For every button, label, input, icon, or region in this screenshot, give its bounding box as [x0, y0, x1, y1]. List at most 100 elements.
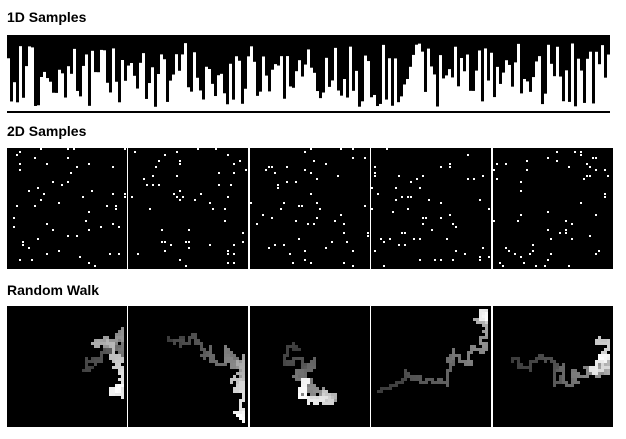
random-walk-canvas [7, 306, 127, 427]
bar-gap [268, 91, 271, 111]
bar-gap [196, 77, 199, 111]
bar-gap [430, 66, 433, 111]
bar-gap [382, 44, 385, 112]
bar-gap [79, 96, 82, 111]
bar-gap [13, 82, 16, 111]
bar-gap [280, 56, 283, 111]
bar-gap [505, 60, 508, 111]
bar-gap [595, 51, 598, 111]
bar-gap [436, 106, 439, 111]
bar-gap [460, 58, 463, 111]
random-walk-panel [371, 306, 491, 427]
bar-gap [109, 92, 112, 111]
bar-gap [397, 102, 400, 111]
bar-gap [25, 66, 28, 111]
bar-gap [181, 54, 184, 111]
bar-gap [295, 71, 298, 111]
bar-gap [247, 56, 250, 111]
bar-gap [211, 83, 214, 111]
bar-gap [349, 46, 352, 111]
bar-gap [199, 90, 202, 111]
bar-gap [508, 64, 511, 111]
bar-gap [364, 55, 367, 111]
bar-gap [217, 75, 220, 111]
bar-gap [235, 56, 238, 111]
bar-gap [91, 50, 94, 111]
bar-gap [274, 64, 277, 111]
bar-gap [574, 106, 577, 111]
bar-gap [202, 99, 205, 111]
bar-gap [481, 101, 484, 111]
bar-gap [265, 75, 268, 111]
bar-gap [88, 105, 91, 111]
bar-gap [169, 80, 172, 111]
bar-gap [208, 69, 211, 111]
bar-gap [214, 96, 217, 111]
bar-gap [187, 87, 190, 111]
samples-2d-canvas [250, 148, 370, 269]
bar-gap [76, 90, 79, 111]
bar-gap [259, 91, 262, 111]
random-walk-panel [7, 306, 127, 427]
bar-gap [58, 69, 61, 111]
bar-gap [331, 80, 334, 111]
random-walk-panel [128, 306, 248, 427]
bar-gap [592, 103, 595, 111]
bar-gap [409, 66, 412, 111]
bar-gap [421, 51, 424, 111]
bar-gap [562, 101, 565, 111]
random-walk-canvas [250, 306, 370, 427]
samples-1d-bar-strip [7, 35, 610, 113]
samples-2d-canvas [371, 148, 491, 269]
bar-gap [106, 82, 109, 111]
bar-gap [448, 69, 451, 111]
bar-gap [283, 98, 286, 111]
bar-gap [442, 78, 445, 111]
bar-gap [511, 86, 514, 111]
bar-gap [469, 90, 472, 111]
bar-gap [358, 106, 361, 111]
bar-gap [526, 81, 529, 111]
bar-gap [7, 58, 10, 111]
section-title-random-walk: Random Walk [7, 282, 100, 298]
bar-gap [517, 43, 520, 112]
bar-gap [313, 72, 316, 111]
samples-2d-panel [7, 148, 127, 269]
bar-gap [373, 94, 376, 111]
bar-gap [133, 75, 136, 111]
bar-gap [487, 80, 490, 111]
bar-gap [529, 91, 532, 111]
bar-gap [424, 91, 427, 111]
bar-gap [49, 81, 52, 111]
bar-gap [172, 74, 175, 111]
samples-2d-row [7, 148, 614, 269]
bar-gap [406, 78, 409, 111]
bar-gap [136, 88, 139, 111]
bar-gap [10, 101, 13, 111]
bar-gap [271, 69, 274, 111]
bar-gap [454, 46, 457, 111]
bar-gap [433, 74, 436, 111]
bar-gap [484, 48, 487, 111]
bar-gap [520, 93, 523, 111]
bar-gap [256, 95, 259, 111]
bar-gap [190, 91, 193, 111]
bar-gap [184, 43, 187, 111]
bar-gap [502, 72, 505, 111]
bar-gap [544, 93, 547, 111]
bar-gap [124, 80, 127, 111]
bar-gap [130, 63, 133, 111]
bar-gap [148, 83, 151, 111]
bar-gap [61, 73, 64, 111]
bar-gap [571, 43, 574, 112]
bar-gap [334, 47, 337, 111]
bar-gap [289, 86, 292, 111]
bar-gap [328, 86, 331, 111]
bar-gap [226, 104, 229, 111]
bar-gap [391, 105, 394, 111]
bar-gap [346, 97, 349, 111]
section-title-2d-samples: 2D Samples [7, 123, 87, 139]
bar-gap [277, 65, 280, 111]
bar-gap [229, 63, 232, 111]
bar-gap [103, 50, 106, 111]
